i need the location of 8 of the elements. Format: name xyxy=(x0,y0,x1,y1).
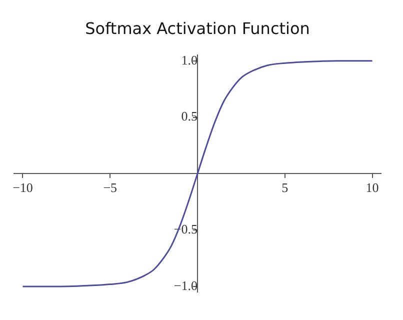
y-tick-label: 1.0 xyxy=(181,52,198,68)
x-tick-label: 10 xyxy=(366,180,379,195)
y-tick-label: 0.5 xyxy=(181,108,198,124)
x-tick-label: −10 xyxy=(12,180,33,195)
x-tick-label: −5 xyxy=(103,180,118,195)
x-tick-label: 5 xyxy=(282,180,288,195)
chart-title: Softmax Activation Function xyxy=(85,18,310,38)
y-tick-label: −1.0 xyxy=(174,278,198,293)
